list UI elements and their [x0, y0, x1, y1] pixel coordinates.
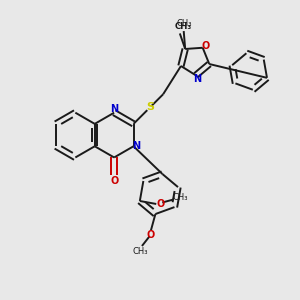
Text: O: O	[110, 176, 118, 186]
Text: N: N	[193, 74, 201, 84]
Text: N: N	[110, 104, 118, 114]
Text: S: S	[146, 102, 154, 112]
Text: O: O	[202, 41, 210, 51]
Text: N: N	[132, 141, 140, 151]
Text: O: O	[156, 199, 165, 209]
Text: CH₃: CH₃	[133, 247, 148, 256]
Text: CH₃: CH₃	[172, 193, 188, 202]
Text: CH₃: CH₃	[176, 19, 192, 28]
Text: CH₃: CH₃	[175, 22, 192, 31]
Text: O: O	[146, 230, 154, 240]
